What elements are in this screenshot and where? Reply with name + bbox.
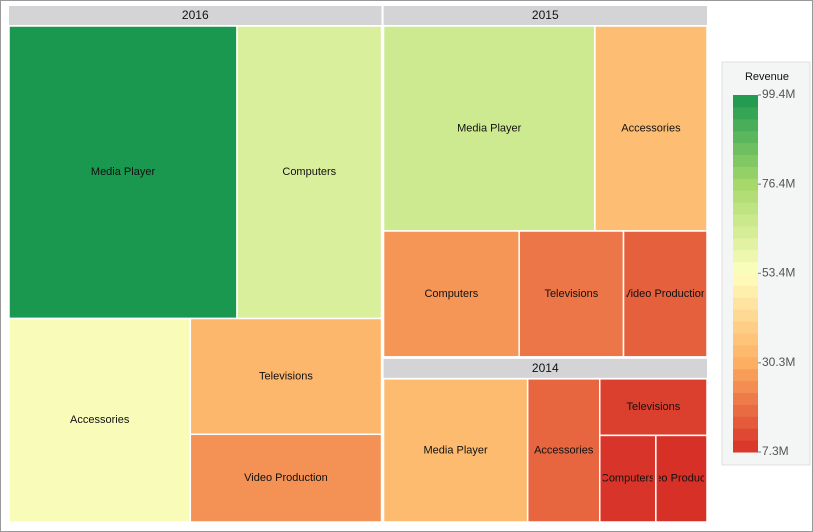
legend-swatch [733, 333, 758, 346]
tile [622, 230, 708, 358]
legend-swatch [733, 178, 758, 191]
tile-label: Accessories [621, 122, 681, 134]
legend-swatch [733, 368, 758, 382]
legend-swatch [733, 249, 758, 263]
tile-label: Media Player [91, 166, 156, 178]
group-label: 2016 [182, 8, 209, 22]
legend-swatch [733, 190, 758, 203]
group-label: 2014 [532, 361, 559, 375]
legend-swatch [733, 297, 758, 310]
tile [594, 25, 708, 232]
group-header [383, 6, 707, 25]
legend-swatch [733, 356, 758, 370]
tile [189, 433, 383, 523]
tile-label: Televisions [544, 288, 598, 300]
legend-swatch [733, 130, 758, 144]
legend-swatch [733, 95, 758, 108]
tile-label: Video Production [244, 472, 328, 484]
tile [518, 230, 625, 358]
tile-label: Computers [424, 288, 478, 300]
legend-tick-label: 30.3M [762, 355, 795, 369]
group: 2014 Media Player Accessories Televisions Co… [382, 358, 724, 523]
legend-title: Revenue [745, 71, 789, 83]
tile-label: Accessories [70, 414, 130, 426]
legend-swatch [733, 309, 758, 322]
legend-swatch [733, 166, 758, 179]
legend-tick-label: 76.4M [762, 176, 795, 190]
tile-label: Video Production [623, 288, 707, 300]
tile [8, 317, 192, 523]
tile-label: Computers [282, 166, 336, 178]
tile [189, 317, 383, 436]
tile-label: Televisions [259, 370, 313, 382]
legend-swatch [733, 344, 758, 358]
tile-label: Media Player [457, 122, 522, 134]
tile [382, 378, 529, 523]
group: 2016 Media Player Computers Accessories Tele… [8, 6, 383, 523]
legend-swatch [733, 273, 758, 286]
tile-label: Computers [601, 473, 655, 485]
tile-label: Televisions [626, 401, 680, 413]
tile [655, 434, 708, 523]
legend-swatch [733, 285, 758, 298]
legend-swatch [733, 225, 758, 239]
tile [598, 434, 657, 523]
legend-swatch [733, 392, 758, 405]
tile-label: Media Player [424, 444, 489, 456]
legend-swatch [733, 428, 758, 441]
legend-swatch [733, 106, 758, 120]
legend-swatch [733, 154, 758, 167]
legend-swatch [733, 440, 758, 453]
legend-tick-label: 99.4M [762, 87, 795, 101]
legend-swatch [733, 404, 758, 417]
legend-swatch [733, 380, 758, 393]
legend-swatch [733, 237, 758, 251]
group-header [383, 358, 707, 378]
tile-label: Video Production [640, 473, 724, 485]
legend-swatch [733, 214, 758, 227]
group-header [9, 6, 382, 25]
legend-swatch [733, 261, 758, 274]
tile [598, 378, 708, 437]
group-label: 2015 [532, 8, 559, 22]
tile-label: Accessories [534, 444, 594, 456]
legend-swatch [733, 118, 758, 132]
group: 2015 Media Player Accessories Computers Tele… [382, 6, 708, 358]
tile [382, 230, 520, 358]
legend-swatch [733, 416, 758, 429]
legend-swatch [733, 202, 758, 215]
legend-swatch [733, 321, 758, 334]
legend-tick-label: 7.3M [762, 444, 789, 458]
tile [236, 25, 383, 320]
legend-swatch [733, 142, 758, 155]
legend-tick-label: 53.4M [762, 265, 795, 279]
